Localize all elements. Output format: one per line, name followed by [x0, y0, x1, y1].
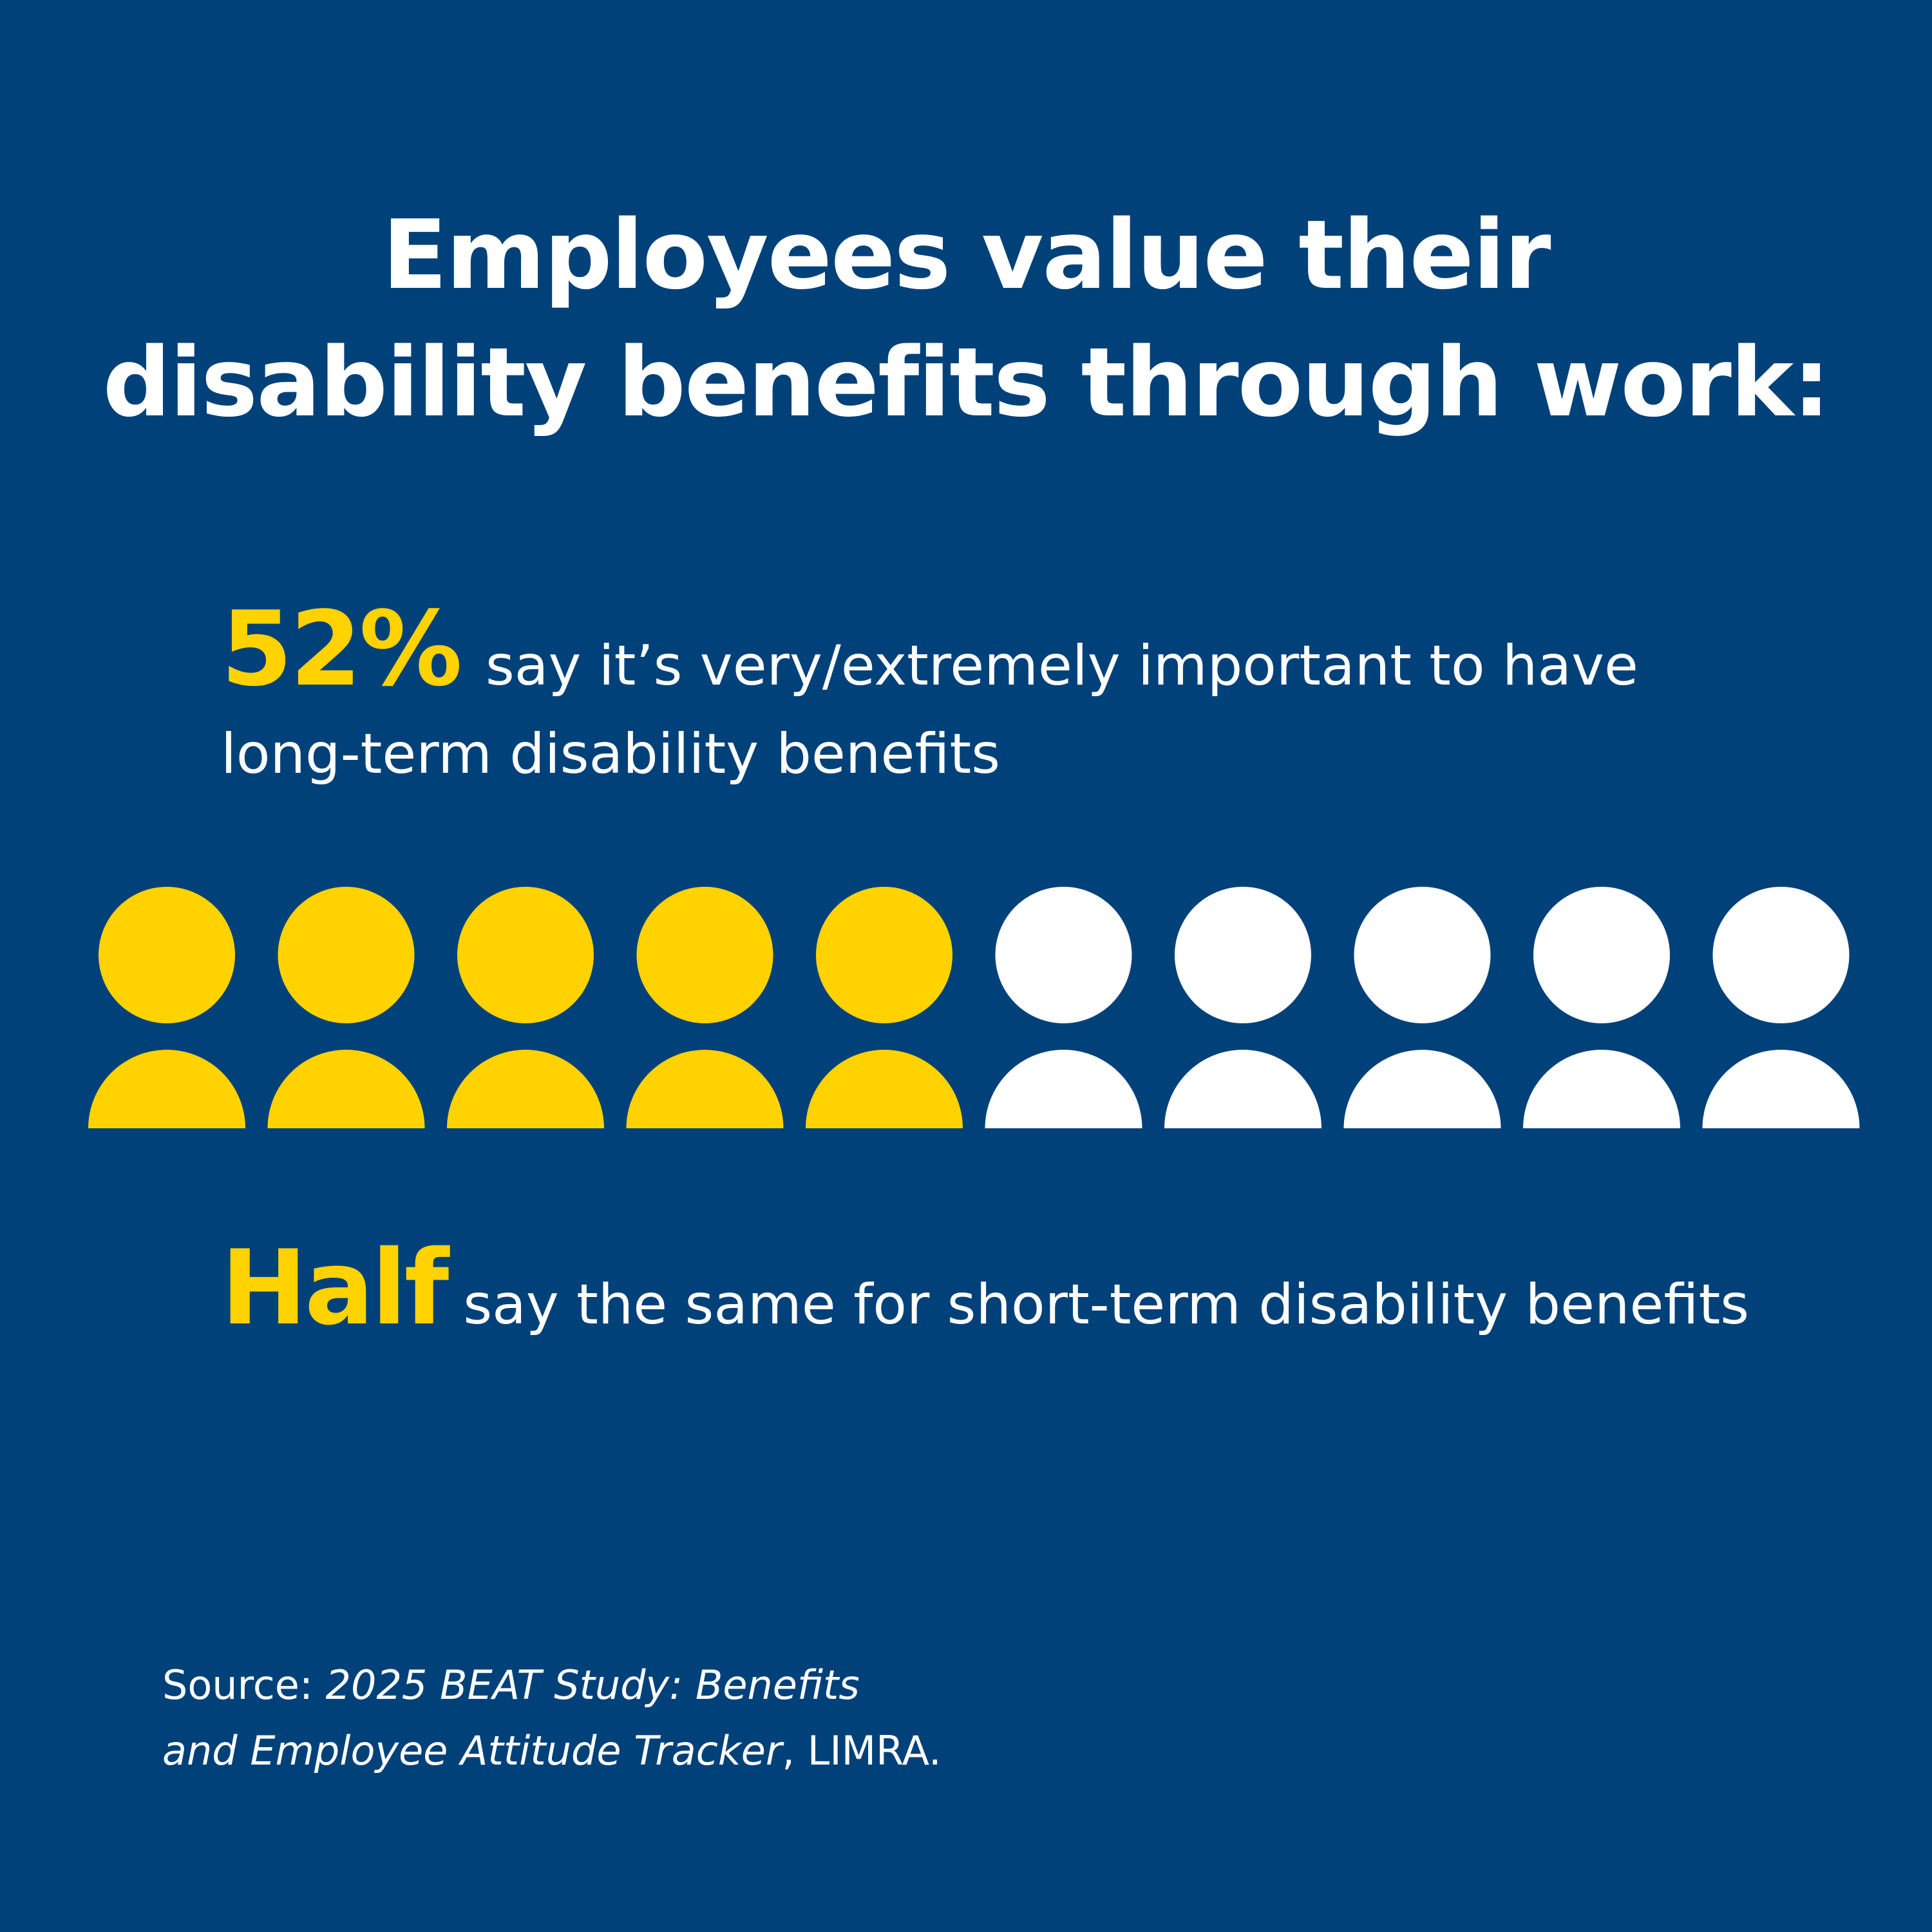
source-line-1: Source: 2025 BEAT Study: Benefits [162, 1665, 860, 1705]
source-line-2: and Employee Attitude Tracker, LIMRA. [162, 1731, 942, 1771]
stat-short-term: Half say the same for short-term disabili… [221, 1236, 1749, 1340]
person-head [278, 887, 415, 1023]
person-body [1164, 1050, 1321, 1128]
stat-short-term-value: Half [221, 1227, 449, 1348]
person-icon [1343, 887, 1501, 1128]
source-suffix: , LIMRA. [782, 1727, 942, 1774]
person-head [457, 887, 594, 1023]
person-head [636, 887, 773, 1023]
stat-long-term-line-2: long-term disability benefits [221, 726, 1000, 782]
source-title-part-1: 2025 BEAT Study: Benefits [325, 1662, 860, 1709]
stat-long-term-text-1: say it’s very/extremely important to hav… [485, 634, 1638, 698]
person-icon [1523, 887, 1680, 1128]
person-body [1702, 1049, 1860, 1128]
person-icon [1702, 887, 1860, 1128]
person-icon [447, 887, 604, 1128]
stat-long-term: 52% say it’s very/extremely important to … [221, 598, 1638, 701]
person-icon [626, 887, 784, 1128]
person-body [626, 1050, 784, 1128]
person-body [1343, 1050, 1501, 1128]
title-line-1: Employees value their [382, 200, 1551, 310]
person-head [1533, 887, 1670, 1023]
person-icon [806, 887, 963, 1128]
person-body [267, 1049, 425, 1128]
source-title-part-2: and Employee Attitude Tracker [162, 1727, 782, 1774]
person-head [99, 887, 235, 1023]
source-prefix: Source: [162, 1662, 326, 1709]
person-icon [985, 887, 1142, 1128]
person-head [1354, 887, 1491, 1023]
person-body [1523, 1050, 1680, 1128]
title-line-2: disability benefits through work: [102, 327, 1830, 438]
stat-long-term-value: 52% [221, 589, 462, 709]
person-icon [88, 887, 245, 1128]
person-body [985, 1049, 1142, 1128]
person-body [88, 1050, 245, 1128]
person-head [1175, 887, 1311, 1023]
person-icon [267, 887, 425, 1128]
person-head [816, 887, 952, 1023]
person-head [1712, 887, 1850, 1023]
person-icon [1164, 887, 1321, 1128]
person-body [806, 1050, 963, 1128]
person-body [447, 1050, 604, 1128]
stat-short-term-text: say the same for short-term disability b… [463, 1273, 1750, 1337]
person-head [995, 887, 1132, 1023]
stat-long-term-text-2: long-term disability benefits [221, 722, 1001, 786]
